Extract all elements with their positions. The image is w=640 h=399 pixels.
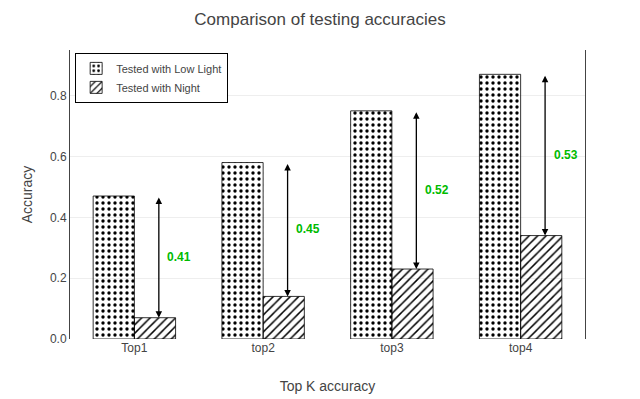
svg-text:0.52: 0.52	[425, 183, 449, 197]
svg-text:0.6: 0.6	[50, 150, 67, 164]
svg-text:0.45: 0.45	[296, 222, 320, 236]
svg-text:0.8: 0.8	[50, 89, 67, 103]
svg-text:top4: top4	[509, 341, 533, 355]
svg-text:0.2: 0.2	[50, 271, 67, 285]
svg-text:0.4: 0.4	[50, 211, 67, 225]
svg-text:0.0: 0.0	[50, 332, 67, 346]
svg-text:0.53: 0.53	[554, 148, 578, 162]
svg-text:Comparison of testing accuraci: Comparison of testing accuracies	[194, 10, 445, 29]
svg-text:0.41: 0.41	[167, 250, 191, 264]
svg-text:Tested with Low Light: Tested with Low Light	[116, 63, 221, 75]
svg-text:Top1: Top1	[121, 341, 147, 355]
svg-text:top3: top3	[380, 341, 404, 355]
svg-text:Accuracy: Accuracy	[19, 166, 35, 224]
svg-text:Tested with Night: Tested with Night	[116, 82, 200, 94]
svg-text:Top K accuracy: Top K accuracy	[280, 378, 376, 394]
svg-text:top2: top2	[251, 341, 275, 355]
